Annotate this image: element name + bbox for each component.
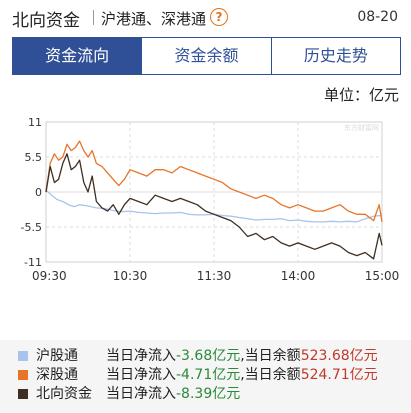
legend-balance-value: 523.68亿元 [300,348,378,364]
x-tick-label: 11:30 [197,269,232,283]
y-tick-label: 5.5 [25,151,43,164]
legend-prefix: 当日净流入 [106,348,176,364]
unit-label: 单位：亿元 [323,86,399,104]
watermark-text: 东方财富网 [344,123,379,132]
tab-fund-flow[interactable]: 资金流向 [13,38,142,74]
series-line-0 [45,189,383,223]
x-axis-labels: 09:30 10:30 11:30 14:00 15:00 [32,269,399,283]
y-tick-label: -11 [24,256,42,269]
legend-swatch-shenzhen [18,370,28,380]
legend-swatch-shanghai [18,351,28,361]
legend-name: 深股通 [36,367,78,383]
tab-fund-balance[interactable]: 资金余额 [141,38,271,74]
north-bound-flow-chart: 115.50-5.5-11 09:30 10:30 11:30 14:00 15:00 … [21,116,400,283]
page-title: 北向资金 [12,11,80,31]
legend-inflow-value: -3.68亿元 [176,348,241,364]
legend-inflow-value: -8.39亿元 [176,386,241,402]
chart-grid [45,121,383,263]
x-tick-label: 14:00 [281,269,316,283]
series-line-2 [45,153,383,260]
legend-mid: ,当日余额 [240,348,301,364]
legend-prefix: 当日净流入 [106,367,176,383]
legend-balance-value: 524.71亿元 [300,367,378,383]
legend-detail: 当日净流入-3.68亿元,当日余额523.68亿元 [106,346,378,366]
legend-swatch-north [18,389,28,399]
x-tick-label: 15:00 [365,269,400,283]
legend-name: 北向资金 [36,386,92,402]
legend-detail: 当日净流入-8.39亿元 [106,384,240,404]
tab-history[interactable]: 历史走势 [270,38,400,74]
date-label: 08-20 [357,9,398,25]
page-subtitle: 沪港通、深港通 [101,10,207,28]
tab-bar: 资金流向 资金余额 历史走势 [12,37,401,75]
legend-name: 沪股通 [36,348,78,364]
y-tick-label: 0 [35,186,42,199]
header: 北向资金 沪港通、深港通 ? 08-20 [0,0,411,36]
help-icon[interactable]: ? [210,8,228,26]
series-line-1 [45,140,383,223]
legend-detail: 当日净流入-4.71亿元,当日余额524.71亿元 [106,365,378,385]
title-divider [93,10,94,25]
y-tick-label: 11 [28,116,42,129]
legend-inflow-value: -4.71亿元 [176,367,241,383]
x-tick-label: 10:30 [113,269,148,283]
legend-panel: 沪股通 当日净流入-3.68亿元,当日余额523.68亿元 深股通 当日净流入-… [0,340,411,413]
legend-prefix: 当日净流入 [106,386,176,402]
y-axis-labels: 11 5.5 0 -5.5 -11 [21,116,42,269]
legend-mid: ,当日余额 [240,367,301,383]
y-tick-label: -5.5 [21,221,42,234]
x-tick-label: 09:30 [32,269,67,283]
chart-series [45,140,383,260]
